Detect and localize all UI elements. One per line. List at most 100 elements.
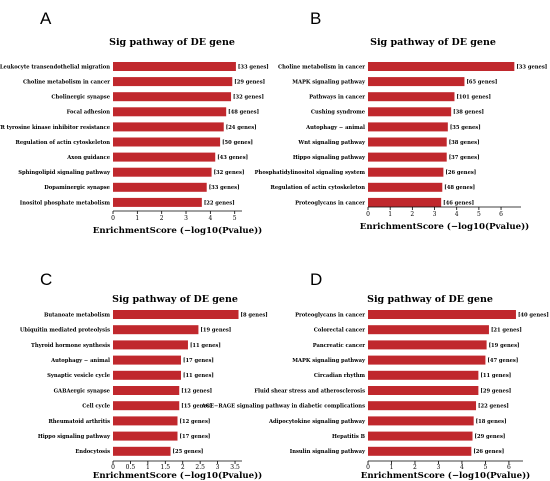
data-label-c-2: [11 genes] <box>190 343 221 349</box>
x-tick-label-c-0: 0 <box>111 464 115 471</box>
panel-letter-c: C <box>40 270 52 289</box>
bar-d-8 <box>368 431 473 441</box>
data-label-b-0: [33 genes] <box>516 64 547 70</box>
category-label-b-2: Pathways in cancer <box>309 95 365 101</box>
x-tick-label-a-0: 0 <box>111 215 115 222</box>
category-label-b-0: Choline metabolism in cancer <box>278 64 365 70</box>
bar-d-2 <box>368 340 487 350</box>
chart-panel-c: C Sig pathway of DE gene Butanoate metabol… <box>20 270 268 481</box>
category-label-d-0: Proteoglycans in cancer <box>295 312 365 318</box>
data-label-b-5: [38 genes] <box>449 140 480 146</box>
data-label-b-8: [48 genes] <box>444 185 475 191</box>
x-tick-label-d-6: 6 <box>507 464 511 471</box>
category-label-b-9: Proteoglycans in cancer <box>295 200 365 206</box>
x-tick-label-a-5: 5 <box>233 215 237 222</box>
bar-b-6 <box>368 152 447 162</box>
data-label-a-2: [32 genes] <box>233 95 264 101</box>
x-tick-label-d-5: 5 <box>484 464 488 471</box>
x-tick-label-b-5: 5 <box>477 211 481 218</box>
bar-a-9 <box>113 197 202 207</box>
data-label-c-8: [17 genes] <box>180 434 211 440</box>
bar-d-4 <box>368 370 479 380</box>
data-label-a-6: [43 genes] <box>217 155 248 161</box>
category-label-a-9: Inositol phosphate metabolism <box>20 200 111 206</box>
x-tick-label-a-4: 4 <box>208 215 212 222</box>
bar-d-6 <box>368 401 477 411</box>
bar-a-2 <box>113 92 232 102</box>
x-tick-label-b-1: 1 <box>388 211 392 218</box>
bar-a-4 <box>113 122 224 132</box>
data-label-d-3: [47 genes] <box>487 358 518 364</box>
x-tick-label-c-4: 2 <box>181 464 185 471</box>
category-label-c-7: Rheumatoid arthritis <box>48 419 110 425</box>
bar-a-8 <box>113 182 207 192</box>
bar-b-4 <box>368 122 448 132</box>
x-tick-label-d-0: 0 <box>366 464 370 471</box>
bar-b-8 <box>368 182 443 192</box>
bar-d-5 <box>368 386 479 395</box>
data-label-c-5: [12 genes] <box>181 388 212 394</box>
data-label-d-0: [40 genes] <box>518 312 549 318</box>
data-label-b-7: [26 genes] <box>445 170 476 176</box>
category-label-a-5: Regulation of actin cytoskeleton <box>16 140 111 146</box>
category-label-d-7: Adipocytokine signaling pathway <box>268 419 366 425</box>
x-tick-label-a-1: 1 <box>135 215 139 222</box>
x-axis-label-a: EnrichmentScore (−log10(Pvalue)) <box>93 225 262 236</box>
data-label-c-4: [11 genes] <box>183 373 214 379</box>
data-label-d-6: [22 genes] <box>478 404 509 410</box>
category-label-a-4: EGFR tyrosine kinase inhibitor resistanc… <box>0 125 111 131</box>
data-label-b-4: [35 genes] <box>450 125 481 131</box>
category-label-d-5: Fluid shear stress and atherosclerosis <box>254 388 365 394</box>
chart-title-a: Sig pathway of DE gene <box>109 37 235 48</box>
chart-title-c: Sig pathway of DE gene <box>112 294 238 305</box>
data-label-b-6: [37 genes] <box>449 155 480 161</box>
bar-a-6 <box>113 152 216 162</box>
x-tick-label-b-6: 6 <box>499 211 503 218</box>
category-label-b-7: Phosphatidylinositol signaling system <box>255 170 366 176</box>
bar-c-9 <box>113 446 171 456</box>
category-label-d-2: Pancreatic cancer <box>313 343 366 349</box>
x-tick-label-c-5: 2.5 <box>195 464 205 471</box>
x-axis-label-c: EnrichmentScore (−log10(Pvalue)) <box>93 470 262 481</box>
category-label-a-0: Leukocyte transendothelial migration <box>0 64 110 70</box>
data-label-c-0: [8 genes] <box>241 312 268 318</box>
data-label-d-2: [19 genes] <box>489 343 520 349</box>
data-label-c-6: [15 genes] <box>181 404 212 410</box>
bar-c-1 <box>113 325 199 335</box>
data-label-b-9: [46 genes] <box>443 200 474 206</box>
x-tick-label-c-7: 3.5 <box>230 464 240 471</box>
category-label-d-9: Insulin signaling pathway <box>290 449 366 455</box>
category-label-d-3: MAPK signaling pathway <box>292 358 366 364</box>
category-label-b-1: MAPK signaling pathway <box>292 80 366 86</box>
data-label-a-5: [50 genes] <box>222 140 253 146</box>
bar-a-7 <box>113 167 212 177</box>
chart-panel-d: D Sig pathway of DE gene Proteoglycans in … <box>201 270 549 481</box>
data-label-c-3: [17 genes] <box>183 358 214 364</box>
x-tick-label-c-6: 3 <box>216 464 220 471</box>
data-label-c-7: [12 genes] <box>180 419 211 425</box>
x-tick-label-d-1: 1 <box>390 464 394 471</box>
bar-b-5 <box>368 137 447 147</box>
bar-b-9 <box>368 197 442 207</box>
category-label-b-4: Autophagy − animal <box>305 125 365 131</box>
x-tick-label-c-2: 1 <box>146 464 150 471</box>
data-label-c-9: [25 genes] <box>173 449 204 455</box>
data-label-b-3: [38 genes] <box>453 110 484 116</box>
data-label-d-7: [18 genes] <box>476 419 507 425</box>
category-label-b-3: Cushing syndrome <box>311 110 366 116</box>
bar-c-8 <box>113 431 178 441</box>
bar-a-3 <box>113 107 227 117</box>
bar-d-9 <box>368 446 472 456</box>
x-tick-label-d-2: 2 <box>413 464 417 471</box>
category-label-d-6: AGE−RAGE signaling pathway in diabetic c… <box>201 404 365 410</box>
category-label-d-8: Hepatitis B <box>332 434 366 440</box>
bar-a-1 <box>113 77 233 87</box>
x-tick-label-b-0: 0 <box>366 211 370 218</box>
chart-panel-a: A Sig pathway of DE gene Leukocyte transen… <box>0 9 269 236</box>
data-label-d-8: [29 genes] <box>475 434 506 440</box>
category-label-b-5: Wnt signaling pathway <box>297 140 366 146</box>
category-label-d-4: Circadian rhythm <box>314 373 366 379</box>
category-label-a-1: Choline metabolism in cancer <box>23 80 110 86</box>
data-label-b-1: [65 genes] <box>466 80 497 86</box>
